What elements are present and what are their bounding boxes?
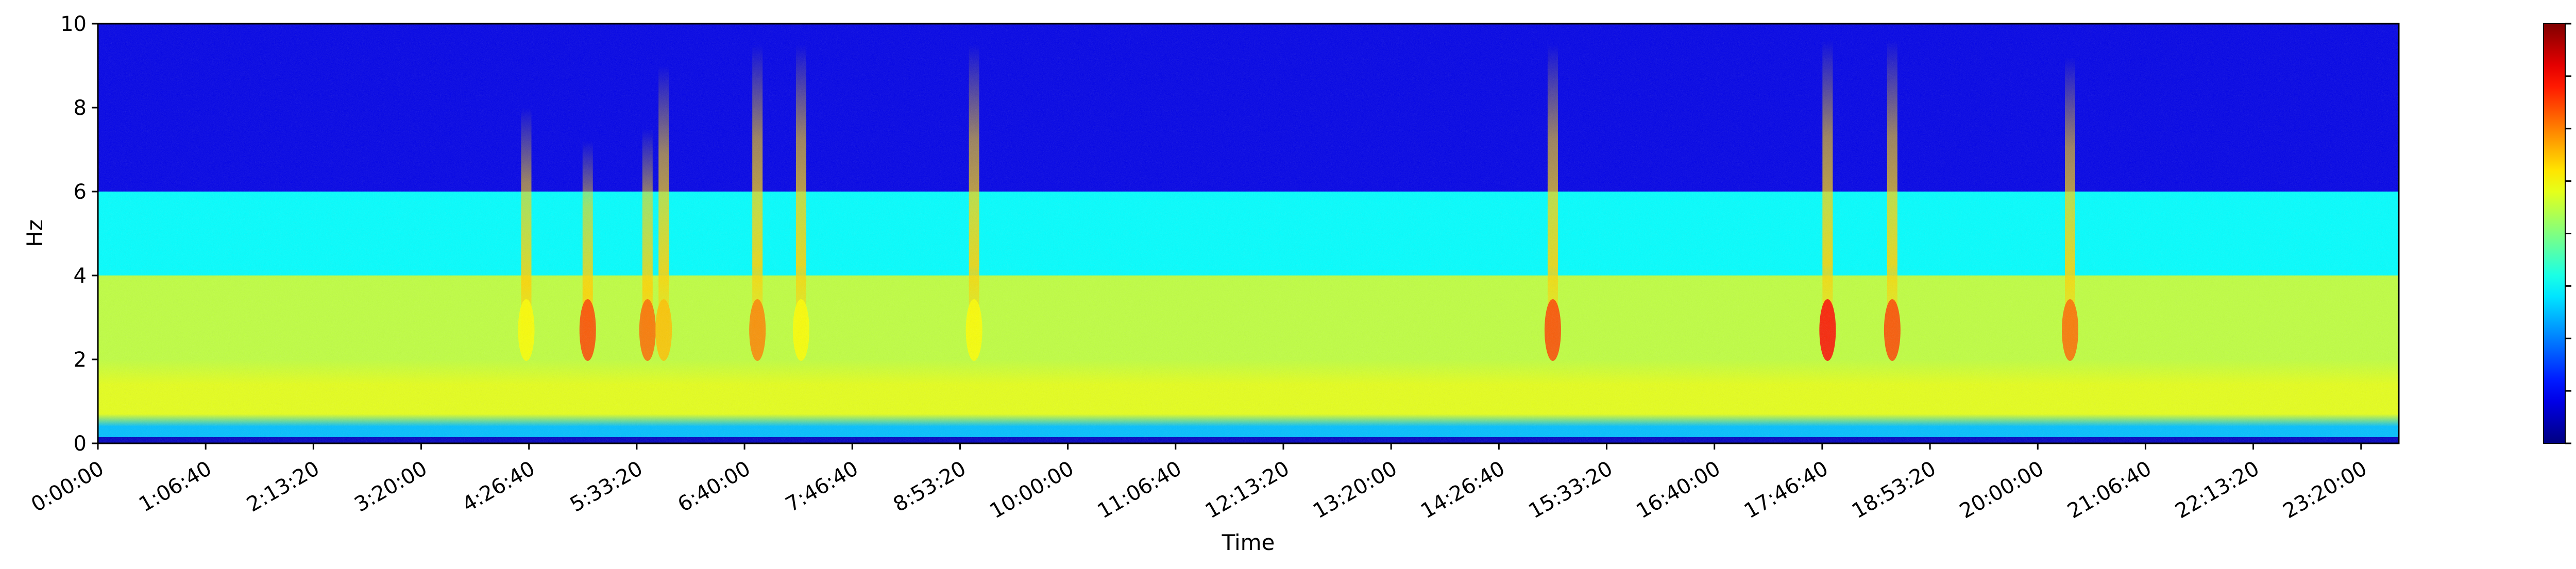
x-tick-label: 22:13:20 xyxy=(2171,457,2263,524)
x-tick-label: 3:20:00 xyxy=(350,457,431,517)
y-tick-label: 10 xyxy=(60,12,87,36)
x-tick-label: 23:20:00 xyxy=(2279,457,2371,524)
x-tick-label: 6:40:00 xyxy=(674,457,755,517)
x-tick-label: 21:06:40 xyxy=(2063,457,2156,524)
x-tick-label: 18:53:20 xyxy=(1848,457,1940,524)
x-axis-label: Time xyxy=(1222,530,1275,555)
x-tick-label: 20:00:00 xyxy=(1956,457,2048,524)
y-tick-label: 4 xyxy=(74,264,87,288)
plot-frame xyxy=(97,23,2400,444)
x-tick-label: 15:33:20 xyxy=(1524,457,1617,524)
y-axis: 0 2 4 6 8 10 xyxy=(60,12,98,456)
x-tick-label: 14:26:40 xyxy=(1417,457,1509,524)
x-tick-label: 0:00:00 xyxy=(27,457,108,517)
y-axis-label: Hz xyxy=(22,219,47,247)
x-tick-label: 5:33:20 xyxy=(566,457,647,517)
x-tick-label: 8:53:20 xyxy=(889,457,970,517)
y-tick-label: 0 xyxy=(74,432,87,456)
y-tick-label: 6 xyxy=(74,180,87,204)
x-tick-label: 7:46:40 xyxy=(782,457,862,517)
spectrogram-noise xyxy=(98,24,2399,443)
colorbar-bar xyxy=(2543,23,2566,444)
x-tick-label: 16:40:00 xyxy=(1633,457,1725,524)
x-tick-label: 12:13:20 xyxy=(1201,457,1294,524)
plot-area xyxy=(97,23,2400,444)
x-tick-label: 10:00:00 xyxy=(986,457,1078,524)
x-tick-label: 11:06:40 xyxy=(1094,457,1186,524)
x-tick-label: 1:06:40 xyxy=(135,457,216,517)
x-tick-label: 4:26:40 xyxy=(459,457,539,517)
y-tick-label: 8 xyxy=(74,96,87,120)
x-tick-label: 17:46:40 xyxy=(1740,457,1833,524)
colorbar-ticks: +0 dB-10 dB-20 dB-30 dB-40 dB-50 dB-60 d… xyxy=(2565,12,2576,456)
y-tick-label: 2 xyxy=(74,348,87,372)
x-tick-label: 13:20:00 xyxy=(1309,457,1401,524)
x-axis: 0:00:00 1:06:40 2:13:20 3:20:00 4:26:40 5:33:… xyxy=(27,443,2371,523)
x-tick-label: 2:13:20 xyxy=(243,457,324,517)
colorbar: +0 dB-10 dB-20 dB-30 dB-40 dB-50 dB-60 d… xyxy=(2543,12,2576,456)
